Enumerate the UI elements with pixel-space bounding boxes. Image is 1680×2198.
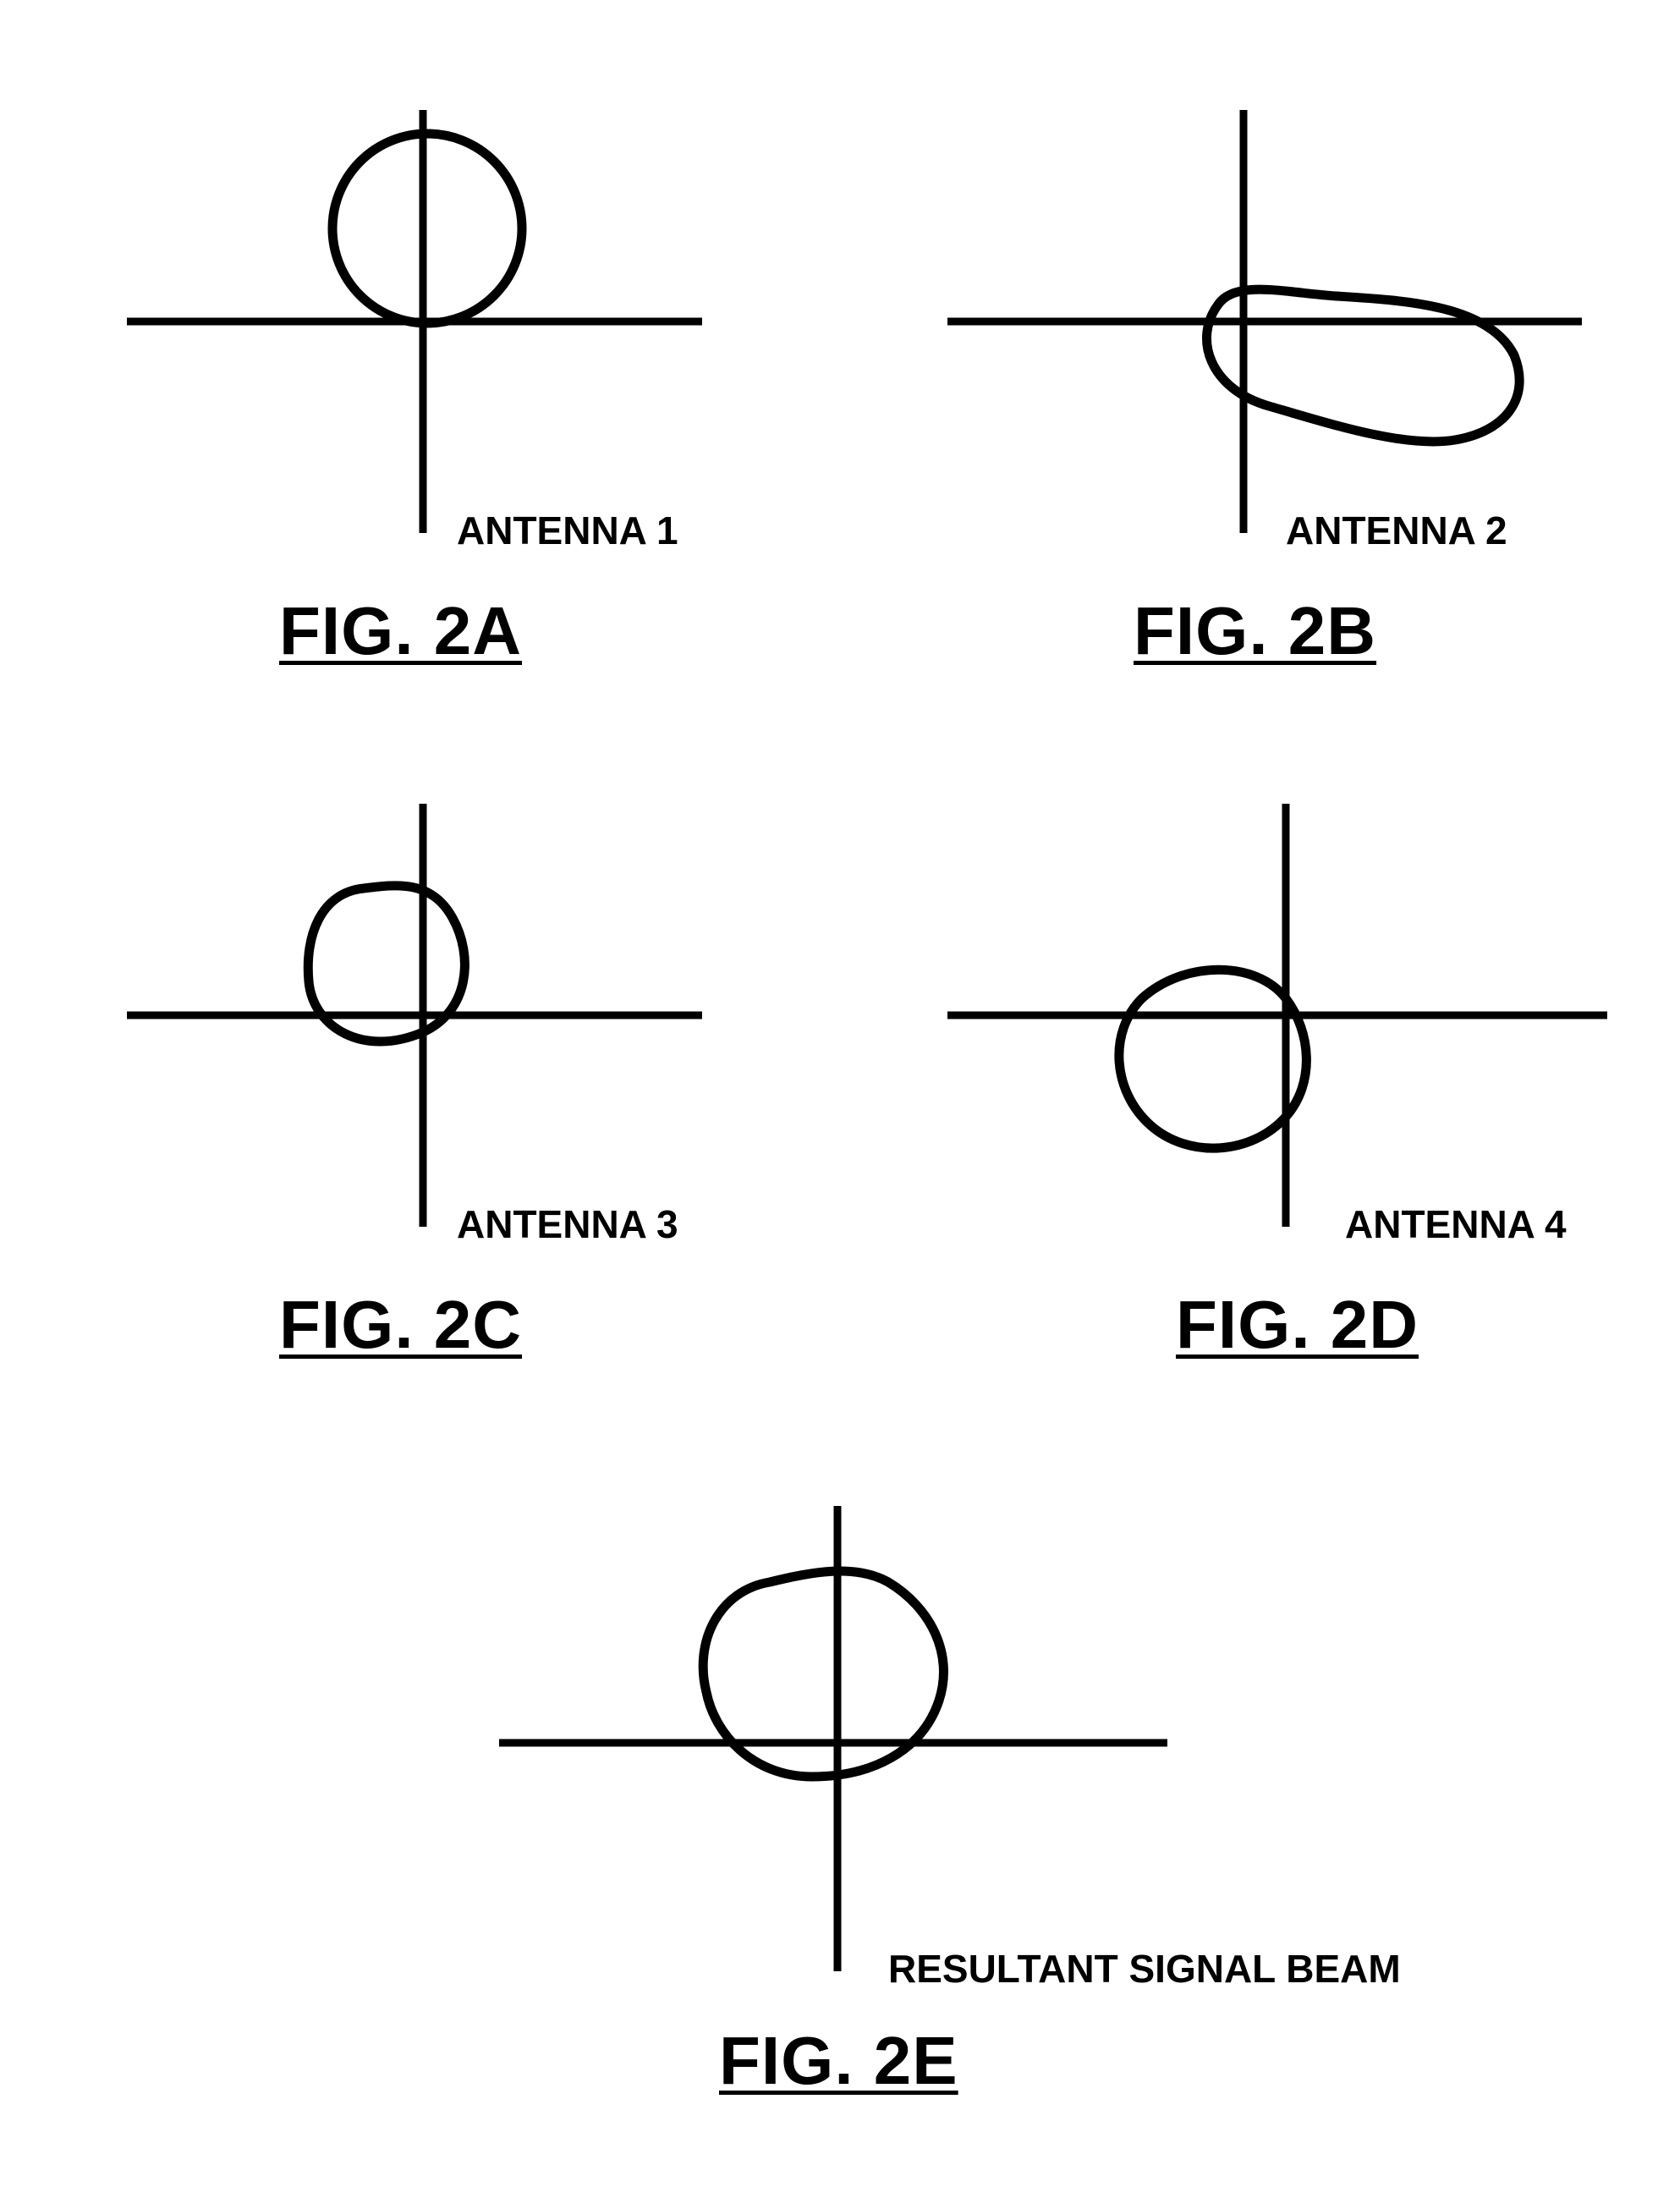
figure-2b-label: FIG. 2B	[1134, 592, 1376, 670]
figure-2b-plot	[931, 85, 1624, 558]
figure-2e-plot	[474, 1472, 1320, 1997]
resultant-beam-label: RESULTANT SIGNAL BEAM	[888, 1946, 1401, 1992]
figure-2b-panel: ANTENNA 2 FIG. 2B	[931, 85, 1624, 728]
axes	[947, 804, 1607, 1227]
antenna-1-pattern	[332, 134, 522, 323]
figure-2a-plot	[110, 85, 719, 558]
antenna-4-pattern	[1119, 970, 1307, 1148]
antenna-2-label: ANTENNA 2	[1286, 508, 1507, 553]
antenna-4-label: ANTENNA 4	[1345, 1201, 1567, 1247]
figure-2c-plot	[110, 778, 719, 1252]
antenna-3-label: ANTENNA 3	[457, 1201, 678, 1247]
figure-2e-label: FIG. 2E	[719, 2022, 958, 2100]
figure-2c-panel: ANTENNA 3 FIG. 2C	[110, 778, 719, 1421]
axes	[127, 804, 702, 1227]
figure-2a-panel: ANTENNA 1 FIG. 2A	[110, 85, 719, 728]
page: ANTENNA 1 FIG. 2A ANTENNA 2 FIG. 2B	[34, 34, 1680, 2164]
figure-2d-plot	[931, 778, 1624, 1252]
antenna-2-pattern	[1207, 289, 1520, 442]
antenna-1-label: ANTENNA 1	[457, 508, 678, 553]
figure-2e-panel: RESULTANT SIGNAL BEAM FIG. 2E	[474, 1472, 1320, 2166]
figure-2a-label: FIG. 2A	[279, 592, 522, 670]
figure-2d-panel: ANTENNA 4 FIG. 2D	[931, 778, 1624, 1421]
figure-2c-label: FIG. 2C	[279, 1286, 522, 1364]
figure-2d-label: FIG. 2D	[1176, 1286, 1419, 1364]
